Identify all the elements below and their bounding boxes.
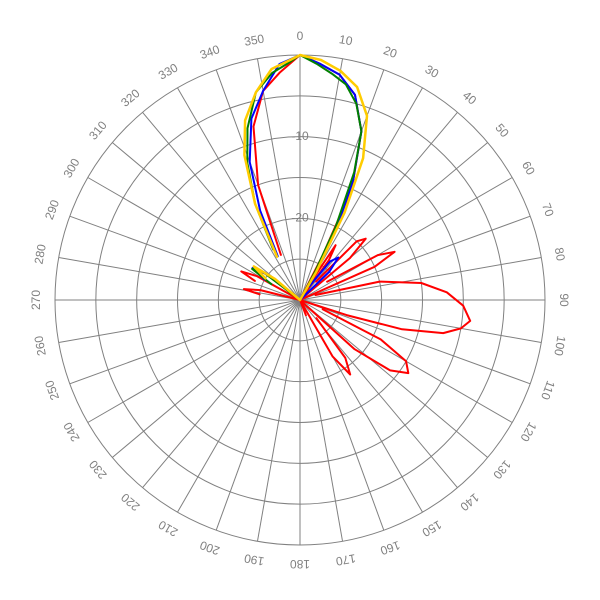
angle-tick-label: 330 (156, 60, 181, 82)
angle-tick-label: 170 (334, 551, 356, 568)
angle-tick-label: 0 (297, 29, 304, 43)
angle-tick-label: 140 (457, 490, 482, 514)
angle-tick-label: 90 (557, 293, 571, 307)
angle-tick-label: 300 (60, 156, 82, 181)
angle-tick-label: 160 (378, 538, 402, 558)
angle-tick-label: 350 (243, 31, 265, 48)
angle-tick-label: 260 (31, 334, 48, 356)
angle-tick-label: 220 (118, 490, 143, 514)
angle-tick-label: 100 (551, 335, 568, 357)
angle-tick-label: 70 (539, 201, 557, 219)
angle-tick-label: 230 (86, 457, 110, 482)
angle-tick-label: 80 (552, 246, 568, 262)
angle-tick-label: 150 (419, 517, 444, 539)
angle-tick-label: 240 (60, 419, 82, 444)
angle-tick-label: 20 (382, 43, 400, 61)
angle-tick-label: 280 (32, 243, 49, 265)
angle-tick-label: 270 (29, 290, 43, 310)
angle-tick-label: 200 (198, 538, 222, 558)
angle-tick-label: 120 (517, 420, 539, 445)
angle-tick-label: 250 (42, 378, 62, 402)
radial-db-label: -10 (291, 129, 309, 143)
angle-tick-label: 290 (42, 198, 62, 222)
angle-tick-label: 10 (338, 32, 354, 48)
polar-radiation-chart: 0 10 20 30 40 50 60 70 80 90 100 110 120130 140 150 160… (0, 0, 600, 600)
angle-tick-label: 110 (538, 379, 558, 402)
angle-tick-label: 130 (490, 457, 514, 482)
angle-tick-label: 190 (243, 551, 265, 568)
angle-tick-label: 180 (290, 557, 310, 571)
angle-tick-label: 40 (460, 88, 479, 108)
angle-tick-label: 340 (198, 42, 222, 62)
angle-tick-label: 60 (519, 159, 538, 178)
radial-db-label: -20 (291, 211, 309, 225)
angle-tick-label: 50 (492, 121, 512, 140)
angle-tick-label: 310 (86, 118, 110, 143)
angle-tick-label: 30 (423, 62, 442, 81)
angle-tick-label: 320 (118, 86, 143, 110)
angle-tick-label: 210 (156, 517, 181, 539)
